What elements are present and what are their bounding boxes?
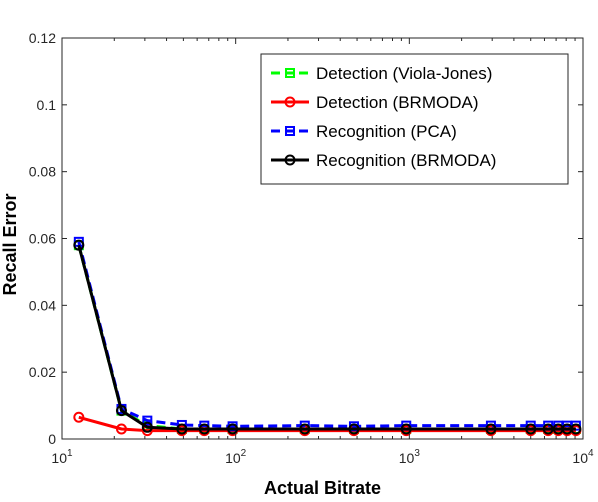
data-point: [142, 415, 153, 426]
legend-marker: [285, 126, 295, 136]
legend-label: Detection (BRMODA): [316, 93, 478, 112]
data-point: [115, 405, 127, 417]
x-tick-exponent: 3: [414, 448, 420, 459]
legend-label: Detection (Viola-Jones): [316, 64, 492, 83]
x-axis-label: Actual Bitrate: [264, 478, 381, 498]
data-point: [570, 423, 582, 435]
legend-label: Recognition (PCA): [316, 122, 457, 141]
x-tick-exponent: 2: [241, 448, 247, 459]
legend-entry-0: Detection (Viola-Jones): [271, 64, 492, 83]
data-point: [400, 423, 412, 435]
x-tick-base: 10: [399, 450, 415, 466]
data-point: [525, 423, 537, 435]
legend-label: Recognition (BRMODA): [316, 151, 496, 170]
data-point: [73, 411, 85, 423]
legend-entry-1: Detection (BRMODA): [271, 93, 478, 112]
y-tick-label: 0: [48, 431, 56, 447]
legend-marker: [284, 154, 296, 166]
legend-entry-3: Recognition (BRMODA): [271, 151, 496, 170]
y-tick-label: 0.06: [29, 231, 56, 247]
series-layer: [73, 236, 582, 437]
y-tick-label: 0.12: [29, 30, 56, 46]
series-3: [73, 239, 582, 435]
legend: Detection (Viola-Jones) Detection (BRMODA…: [260, 53, 569, 185]
x-tick-label: 102: [225, 448, 247, 466]
legend-marker: [285, 68, 295, 78]
y-tick-label: 0.08: [29, 164, 56, 180]
data-point: [73, 239, 85, 251]
data-point: [299, 423, 311, 435]
x-tick-label: 103: [399, 448, 421, 466]
x-tick-label: 104: [572, 448, 594, 466]
data-point: [542, 423, 554, 435]
y-tick-label: 0.04: [29, 297, 56, 313]
x-tick-base: 10: [225, 450, 241, 466]
legend-entry-2: Recognition (PCA): [271, 122, 457, 141]
data-point: [141, 421, 153, 433]
legend-box: [260, 53, 569, 185]
data-point: [198, 423, 210, 435]
x-tick-base: 10: [51, 450, 67, 466]
x-tick-base: 10: [572, 450, 588, 466]
data-point: [176, 423, 188, 435]
series-line: [77, 244, 576, 431]
y-tick-label: 0.1: [37, 97, 57, 113]
legend-marker: [284, 96, 296, 108]
data-point: [227, 423, 239, 435]
x-tick-label: 101: [51, 448, 73, 466]
data-point: [115, 423, 127, 435]
data-point: [485, 423, 497, 435]
y-axis-label: Recall Error: [0, 193, 20, 295]
x-tick-exponent: 1: [67, 448, 73, 459]
data-point: [348, 423, 360, 435]
y-tick-label: 0.02: [29, 364, 56, 380]
x-tick-exponent: 4: [588, 448, 594, 459]
